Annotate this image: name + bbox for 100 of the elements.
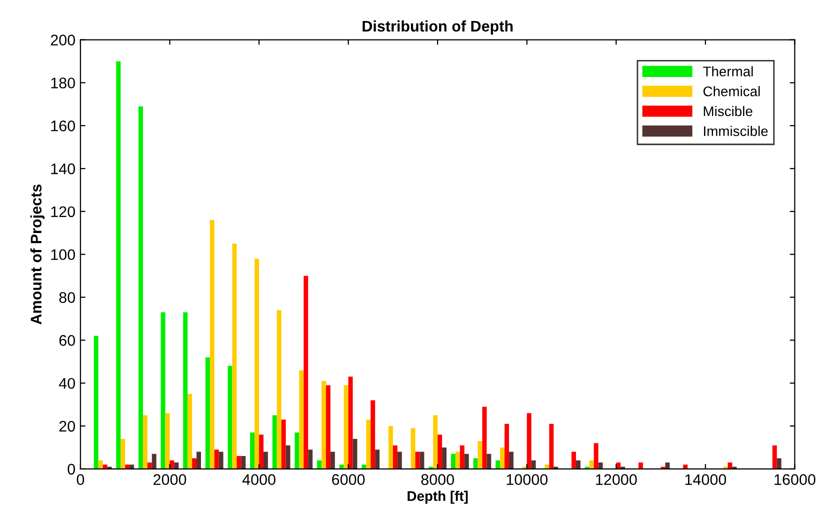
bar xyxy=(576,460,580,469)
bar xyxy=(549,424,554,469)
bar xyxy=(344,385,348,469)
bar xyxy=(174,462,179,469)
bar xyxy=(183,312,188,469)
bar xyxy=(188,394,192,469)
x-tick-label: 0 xyxy=(76,474,84,485)
y-tick-label: 40 xyxy=(58,378,75,389)
bar xyxy=(339,464,344,469)
bar xyxy=(250,432,255,469)
x-tick-label: 12000 xyxy=(596,474,637,485)
bar xyxy=(410,428,416,469)
y-axis-title: Amount of Projects xyxy=(30,184,45,324)
bar xyxy=(196,452,201,469)
bar xyxy=(496,460,500,469)
bar xyxy=(299,370,304,469)
x-tick-label: 14000 xyxy=(685,474,726,485)
bar xyxy=(94,336,98,469)
bar xyxy=(120,438,126,469)
bar xyxy=(504,424,510,469)
bar xyxy=(138,106,143,469)
x-axis-title: Depth [ft] xyxy=(408,490,468,504)
bar xyxy=(598,462,603,469)
bar xyxy=(531,460,536,469)
bar xyxy=(308,450,313,469)
bar xyxy=(236,456,242,469)
bar xyxy=(348,376,353,469)
bar xyxy=(544,464,550,469)
y-tick-label: 60 xyxy=(59,335,75,346)
bar xyxy=(241,456,246,469)
x-tick-label: 8000 xyxy=(421,474,454,485)
bar xyxy=(638,462,643,469)
x-tick-label: 6000 xyxy=(332,474,365,485)
bar xyxy=(375,450,380,469)
bar xyxy=(218,452,224,469)
y-tick-label: 160 xyxy=(51,120,75,132)
y-tick-label: 120 xyxy=(51,206,75,218)
y-tick-label: 80 xyxy=(59,292,75,303)
bar xyxy=(330,452,335,469)
bar xyxy=(116,61,121,469)
bar xyxy=(304,276,308,469)
bar xyxy=(486,454,492,469)
bar xyxy=(438,434,442,469)
bar xyxy=(683,464,688,469)
legend-label: Thermal xyxy=(703,66,753,76)
bar xyxy=(482,406,487,469)
bar xyxy=(125,464,130,469)
bar xyxy=(286,445,290,469)
bar xyxy=(370,400,376,469)
bar xyxy=(473,458,478,469)
bar xyxy=(572,452,576,469)
bar xyxy=(366,420,371,469)
legend-label: Immiscible xyxy=(704,126,768,136)
bar xyxy=(772,445,777,469)
x-tick-label: 4000 xyxy=(242,474,276,485)
x-tick-label: 2000 xyxy=(154,474,186,485)
bar xyxy=(272,415,277,469)
bar xyxy=(450,454,456,469)
bar xyxy=(433,415,438,469)
bar xyxy=(281,420,286,469)
bar xyxy=(460,445,464,469)
x-tick-label: 10000 xyxy=(506,474,548,485)
y-tick-label: 100 xyxy=(51,249,75,260)
bar xyxy=(322,380,326,469)
bar xyxy=(130,464,134,469)
bar xyxy=(455,452,460,469)
bar xyxy=(259,434,264,469)
bar xyxy=(152,454,156,469)
bar xyxy=(192,458,197,469)
bar xyxy=(326,385,330,469)
bar xyxy=(147,462,152,469)
x-tick-label: 16000 xyxy=(774,474,816,485)
bar xyxy=(388,426,393,469)
bar xyxy=(276,310,282,469)
bar xyxy=(776,458,782,469)
bar xyxy=(214,450,219,469)
bar xyxy=(210,220,214,469)
bar xyxy=(500,447,505,469)
bar xyxy=(205,357,210,469)
legend-label: Miscible xyxy=(704,106,752,116)
bar xyxy=(397,452,402,469)
y-tick-label: 180 xyxy=(51,78,75,88)
y-tick-label: 140 xyxy=(51,163,75,174)
bar xyxy=(142,415,148,469)
bar xyxy=(362,464,366,469)
bar xyxy=(294,432,300,469)
bar xyxy=(317,460,322,469)
bar xyxy=(526,413,532,469)
y-tick-label: 200 xyxy=(50,34,75,46)
bar xyxy=(594,443,598,469)
bar xyxy=(263,452,268,469)
y-tick-label: 20 xyxy=(59,420,75,432)
bar xyxy=(509,452,514,469)
y-tick-label: 0 xyxy=(68,464,75,475)
bar xyxy=(254,258,260,469)
bar xyxy=(392,445,398,469)
bar xyxy=(232,244,237,469)
bar xyxy=(160,312,166,469)
bar xyxy=(98,460,103,469)
bar xyxy=(442,447,447,469)
